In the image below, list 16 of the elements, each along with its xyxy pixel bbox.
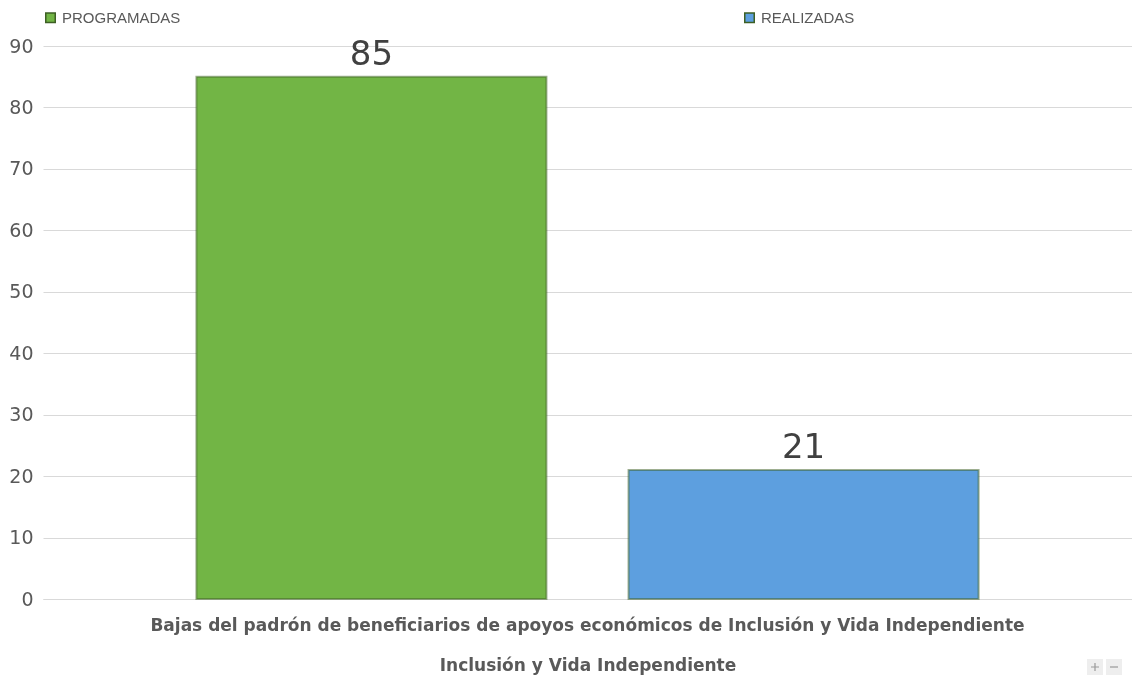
y-tick-label: 10 [9, 526, 34, 549]
y-tick-label: 70 [9, 157, 34, 180]
y-tick-label: 50 [9, 280, 34, 303]
y-tick-label: 60 [9, 218, 34, 241]
data-label: 21 [781, 425, 826, 466]
y-tick-label: 20 [9, 464, 34, 487]
x-axis-title: Inclusión y Vida Independiente [439, 654, 737, 675]
data-label: 85 [349, 32, 394, 73]
y-tick-label: 80 [9, 95, 34, 118]
legend-label: REALIZADAS [761, 8, 855, 26]
y-tick-label: 0 [21, 587, 34, 610]
x-tick-label: Bajas del padrón de beneficiarios de apoyos económicos de Inclusión y Vida Independiente [150, 614, 1025, 635]
y-tick-label: 30 [9, 403, 34, 426]
y-tick-label: 40 [9, 341, 34, 364]
y-tick-label: 90 [9, 34, 34, 57]
legend-label: PROGRAMADAS [62, 8, 181, 26]
